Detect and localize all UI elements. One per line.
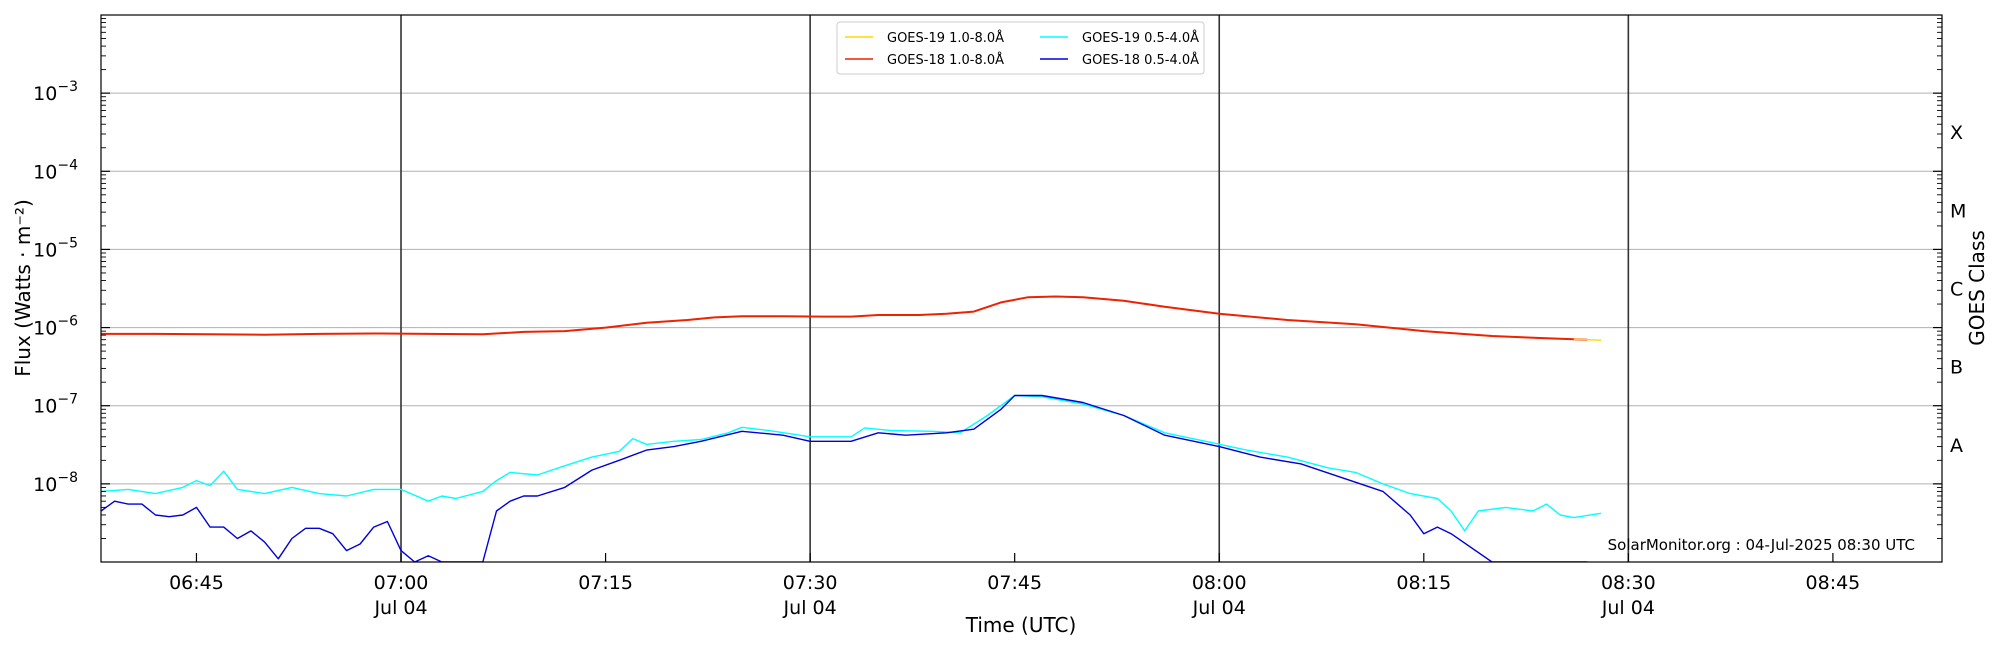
series-line: [1573, 338, 1602, 341]
legend-label: GOES-18 0.5-4.0Å: [1082, 52, 1199, 68]
x-tick-sublabel: Jul 04: [373, 597, 427, 619]
x-tick-label: 07:00: [374, 572, 429, 594]
series-line: [101, 394, 1588, 562]
goes-class-axis: A B C M X: [1950, 122, 1966, 457]
legend-box: [836, 21, 1205, 75]
x-tick-label: 07:30: [783, 572, 838, 594]
y-tick-label: 10−7: [33, 392, 78, 418]
data-series: [101, 295, 1602, 562]
legend-label: GOES-18 1.0-8.0Å: [887, 52, 1004, 68]
grid-lines: [101, 92, 1942, 485]
legend-label: GOES-19 1.0-8.0Å: [887, 30, 1004, 46]
goes-class-label: A: [1950, 435, 1963, 457]
y-tick-label: 10−8: [33, 470, 78, 496]
y-tick-label: 10−5: [33, 235, 78, 261]
goes-class-label: M: [1950, 200, 1966, 222]
goes-class-label: C: [1950, 279, 1963, 301]
y-tick-label: 10−4: [33, 157, 78, 183]
series-line: [101, 394, 1602, 532]
legend: GOES-19 1.0-8.0Å GOES-18 1.0-8.0Å GOES-19 …: [836, 21, 1205, 75]
x-axis-title: Time (UTC): [965, 613, 1077, 637]
y-tick-label: 10−6: [33, 314, 78, 340]
y-axis: 10−8 10−7 10−6 10−5 10−4 10−3: [33, 18, 1942, 539]
x-tick-sublabel: Jul 04: [1601, 597, 1655, 619]
x-tick-sublabel: Jul 04: [783, 597, 837, 619]
goes-class-label: X: [1950, 122, 1963, 144]
y-tick-label: 10−3: [33, 79, 78, 105]
x-tick-label: 06:45: [169, 572, 224, 594]
legend-label: GOES-19 0.5-4.0Å: [1082, 30, 1199, 46]
y2-axis-title: GOES Class: [1965, 230, 1989, 346]
y-axis-title: Flux (Watts · m⁻²): [11, 199, 35, 377]
x-axis: 06:45 07:00 Jul 04 07:15 07:30 Jul 04 07:45 08:…: [169, 553, 1860, 619]
x-tick-label: 08:30: [1601, 572, 1656, 594]
x-tick-label: 07:15: [578, 572, 633, 594]
credit-annotation: SolarMonitor.org : 04-Jul-2025 08:30 UTC: [1608, 536, 1915, 554]
series-line: [101, 295, 1588, 341]
x-tick-label: 08:45: [1806, 572, 1861, 594]
time-marker-lines: [400, 15, 1630, 562]
x-tick-label: 08:00: [1192, 572, 1247, 594]
plot-frame: [100, 14, 1943, 563]
x-tick-label: 08:15: [1396, 572, 1451, 594]
x-tick-sublabel: Jul 04: [1192, 597, 1246, 619]
goes-class-label: B: [1950, 357, 1963, 379]
x-tick-label: 07:45: [987, 572, 1042, 594]
